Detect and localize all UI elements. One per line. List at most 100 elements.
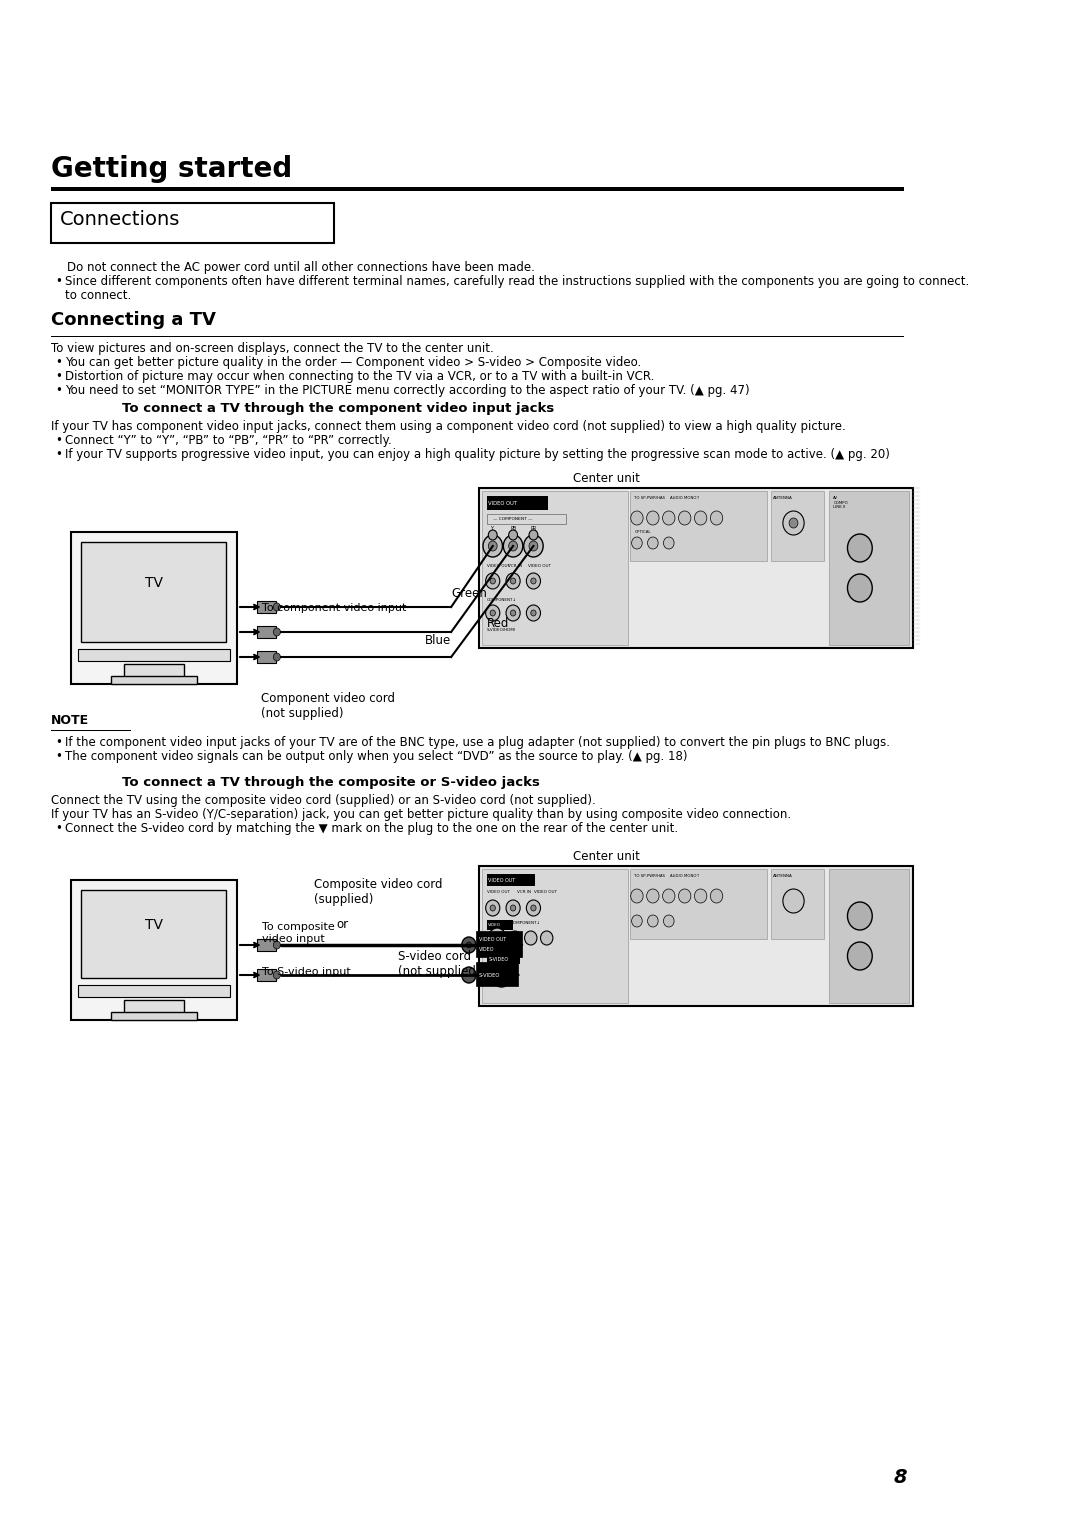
Bar	[257, 626, 276, 639]
Circle shape	[632, 915, 643, 927]
Circle shape	[509, 931, 521, 944]
Bar	[81, 889, 227, 978]
Text: or: or	[336, 918, 348, 931]
Circle shape	[526, 573, 540, 588]
Circle shape	[525, 931, 537, 944]
Text: TO SP-PWR/HAS    AUDIO MONO↑: TO SP-PWR/HAS AUDIO MONO↑	[634, 497, 700, 500]
Circle shape	[488, 530, 497, 539]
Text: VIDEO OUT: VIDEO OUT	[528, 564, 551, 568]
Bar	[771, 869, 824, 940]
Circle shape	[507, 573, 521, 588]
Circle shape	[486, 573, 500, 588]
Text: •: •	[56, 750, 63, 762]
Text: •: •	[56, 434, 63, 448]
Text: VIDEO: VIDEO	[478, 947, 494, 952]
Circle shape	[483, 535, 502, 558]
Text: S-VIDEO/HDMI: S-VIDEO/HDMI	[487, 628, 515, 633]
Circle shape	[530, 578, 536, 584]
Text: S-VIDEO: S-VIDEO	[488, 957, 509, 961]
Circle shape	[486, 900, 500, 915]
Text: •: •	[56, 370, 63, 384]
Circle shape	[783, 889, 805, 914]
Circle shape	[273, 652, 281, 662]
Text: •: •	[56, 356, 63, 368]
Text: VIDEO: VIDEO	[488, 923, 501, 927]
Text: •: •	[56, 384, 63, 397]
Circle shape	[526, 900, 540, 915]
Text: Connect “Y” to “Y”, “PB” to “PB”, “PR” to “PR” correctly.: Connect “Y” to “Y”, “PB” to “PB”, “PR” t…	[66, 434, 392, 448]
Bar	[71, 532, 238, 685]
Bar	[487, 874, 536, 886]
Text: VIDEO OUT: VIDEO OUT	[535, 889, 557, 894]
Bar	[124, 665, 184, 678]
Bar	[78, 649, 230, 662]
Circle shape	[848, 941, 873, 970]
Circle shape	[529, 541, 538, 552]
Circle shape	[273, 970, 281, 979]
Text: To view pictures and on-screen displays, connect the TV to the center unit.: To view pictures and on-screen displays,…	[52, 342, 494, 354]
Text: Connect the TV using the composite video cord (supplied) or an S-video cord (not: Connect the TV using the composite video…	[52, 795, 596, 807]
Circle shape	[789, 518, 798, 529]
Circle shape	[467, 941, 472, 947]
Text: VIDEO OUT: VIDEO OUT	[488, 501, 517, 506]
Text: Blue: Blue	[424, 634, 450, 646]
Text: Green: Green	[451, 587, 487, 601]
Circle shape	[694, 889, 706, 903]
Text: You can get better picture quality in the order — Component video > S-video > Co: You can get better picture quality in th…	[66, 356, 642, 368]
Circle shape	[694, 510, 706, 526]
Text: ANTENNA: ANTENNA	[773, 874, 793, 879]
Text: ANTENNA: ANTENNA	[773, 497, 793, 500]
Circle shape	[663, 536, 674, 549]
Text: — COMPONENT —: — COMPONENT —	[492, 516, 532, 521]
Text: If your TV has component video input jacks, connect them using a component video: If your TV has component video input jac…	[52, 420, 846, 432]
Circle shape	[509, 530, 517, 539]
Circle shape	[524, 535, 543, 558]
Bar	[630, 490, 767, 561]
Bar	[257, 651, 276, 663]
Text: Getting started: Getting started	[52, 154, 293, 183]
Circle shape	[848, 575, 873, 602]
Bar	[487, 953, 521, 964]
Text: Since different components often have different terminal names, carefully read t: Since different components often have di…	[66, 275, 970, 287]
Bar	[52, 203, 335, 243]
Bar	[487, 920, 513, 931]
Text: To connect a TV through the composite or S-video jacks: To connect a TV through the composite or…	[122, 776, 540, 788]
Text: VIDEO OUT: VIDEO OUT	[487, 564, 510, 568]
Circle shape	[488, 927, 507, 947]
Bar	[71, 880, 238, 1021]
Circle shape	[678, 510, 691, 526]
Text: PR: PR	[530, 526, 537, 532]
Text: Center unit: Center unit	[573, 472, 640, 484]
Bar	[771, 490, 824, 561]
Circle shape	[663, 915, 674, 927]
Circle shape	[526, 605, 540, 620]
Bar	[487, 497, 549, 510]
Bar	[257, 601, 276, 613]
Text: Center unit: Center unit	[573, 850, 640, 863]
Bar	[81, 542, 227, 642]
Text: You need to set “MONITOR TYPE” in the PICTURE menu correctly according to the as: You need to set “MONITOR TYPE” in the PI…	[66, 384, 751, 397]
Text: •: •	[56, 736, 63, 749]
Circle shape	[647, 510, 659, 526]
Circle shape	[490, 610, 496, 616]
Text: COMPONENT↓: COMPONENT↓	[487, 597, 516, 602]
Text: TV: TV	[145, 576, 163, 590]
Bar	[124, 999, 184, 1015]
Circle shape	[540, 931, 553, 944]
Circle shape	[511, 610, 516, 616]
Text: COMPONENT↓: COMPONENT↓	[511, 921, 540, 924]
Bar	[110, 675, 198, 685]
Text: VIDEO OUT: VIDEO OUT	[487, 889, 510, 894]
Circle shape	[509, 541, 517, 552]
Circle shape	[648, 536, 658, 549]
Text: NOTE: NOTE	[52, 714, 90, 727]
Bar	[110, 1012, 198, 1021]
Text: TV: TV	[145, 918, 163, 932]
Text: Red: Red	[487, 617, 509, 630]
Bar	[480, 866, 913, 1005]
Bar	[480, 487, 913, 648]
Text: To S-video input: To S-video input	[261, 967, 351, 976]
Text: Connecting a TV: Connecting a TV	[52, 312, 216, 329]
Text: TO SP-PWR/HAS    AUDIO MONO↑: TO SP-PWR/HAS AUDIO MONO↑	[634, 874, 700, 879]
Circle shape	[711, 889, 723, 903]
